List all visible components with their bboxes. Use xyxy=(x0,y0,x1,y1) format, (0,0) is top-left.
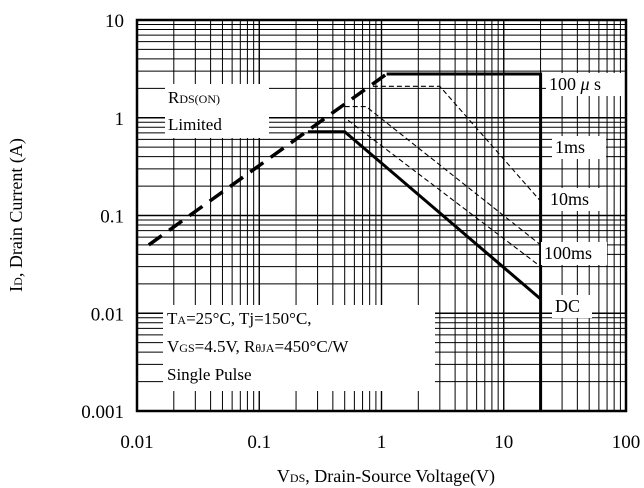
y-tick-label: 0.1 xyxy=(100,207,124,228)
tick-labels: 0.01 0.1 1 10 100 10 1 0.1 0.01 0.001 xyxy=(81,11,640,453)
test-conditions-annotation: TA=25°C, Tj=150°C, VGS=4.5V, RθJA=450°C/… xyxy=(163,305,435,391)
rds-on-limited-annotation: RDS(ON) Limited xyxy=(165,84,269,138)
x-tick-label: 1 xyxy=(377,432,387,453)
conditions-line2: VGS=4.5V, RθJA=450°C/W xyxy=(167,337,349,356)
conditions-line1: TA=25°C, Tj=150°C, xyxy=(167,309,312,328)
rds-label-main: R xyxy=(168,88,180,107)
curve-label-dc: DC xyxy=(555,296,580,316)
y-tick-label: 1 xyxy=(115,109,125,130)
x-tick-label: 100 xyxy=(612,432,641,453)
curve-label-bg xyxy=(546,73,628,96)
curve-dc xyxy=(307,130,542,301)
curve-1ms xyxy=(372,85,542,202)
y-axis-label: ID, Drain Current (A) xyxy=(6,138,27,292)
x-tick-label: 10 xyxy=(494,432,513,453)
curve-label-100ms: 100ms xyxy=(544,243,592,263)
x-axis-label: VDS, Drain-Source Voltage(V) xyxy=(277,466,495,487)
conditions-line3: Single Pulse xyxy=(167,365,252,384)
curve-labels: 100 μ s 1ms 10ms 100ms DC xyxy=(541,73,628,318)
curve-label-bg xyxy=(552,295,592,318)
curve-label-10ms: 10ms xyxy=(550,189,589,209)
curve-100ms xyxy=(332,117,541,268)
curve-10ms xyxy=(344,106,541,246)
curve-label-1ms: 1ms xyxy=(555,137,585,157)
y-tick-label: 10 xyxy=(105,11,124,32)
curve-lines xyxy=(147,72,543,411)
plot-frame xyxy=(135,18,628,413)
rds-label-line2: Limited xyxy=(168,115,222,134)
y-tick-label: 0.01 xyxy=(91,304,124,325)
curve-label-bg xyxy=(547,188,603,211)
curve-label-bg xyxy=(541,242,607,265)
curve-label-bg xyxy=(552,136,606,159)
x-tick-label: 0.1 xyxy=(247,432,271,453)
x-tick-label: 0.01 xyxy=(120,432,153,453)
rds-label-sub: DS(ON) xyxy=(179,92,220,106)
curve-label-100s: 100 μ s xyxy=(549,74,601,94)
y-tick-label: 0.001 xyxy=(81,402,124,423)
svg-text:RDS(ON): RDS(ON) xyxy=(168,88,220,107)
